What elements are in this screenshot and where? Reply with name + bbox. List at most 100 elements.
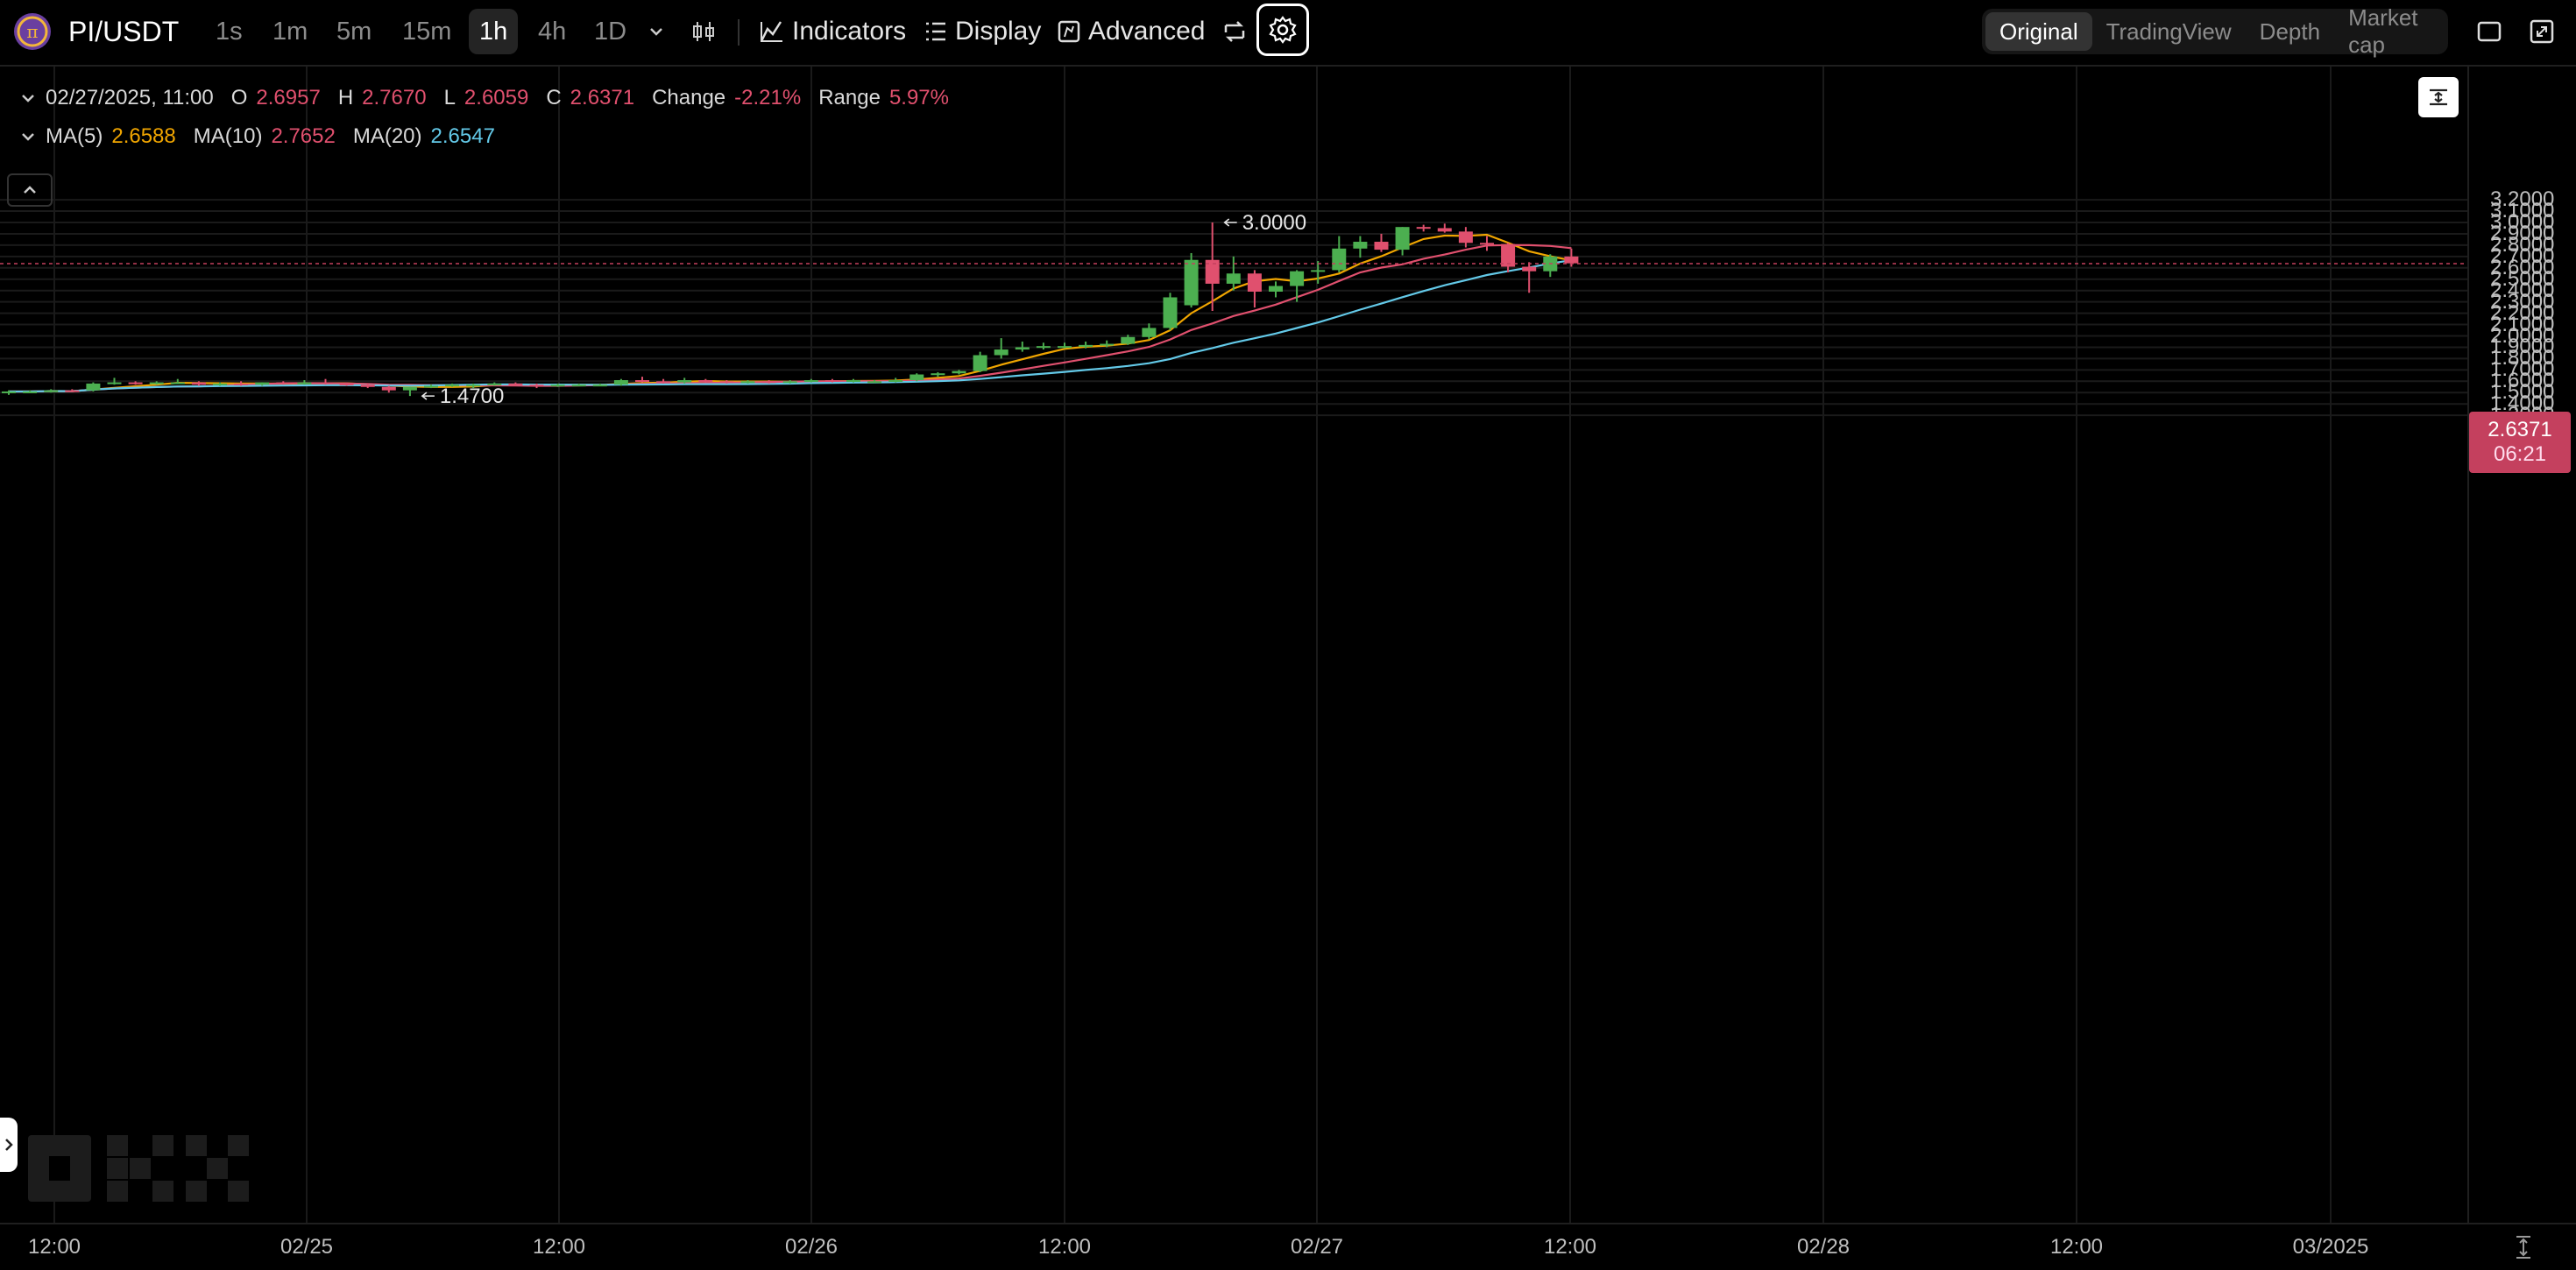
legend-high-label: H bbox=[337, 86, 354, 109]
view-original-tab[interactable]: Original bbox=[1985, 12, 2092, 51]
okx-watermark-logo bbox=[28, 1135, 249, 1206]
candlesticks bbox=[2, 222, 1579, 397]
candle-down bbox=[719, 381, 734, 384]
candle-down bbox=[360, 385, 375, 387]
y-tick-label: 2.1000 bbox=[2490, 312, 2555, 336]
drawing-tools-toggle[interactable] bbox=[0, 1118, 18, 1172]
advanced-label: Advanced bbox=[1088, 17, 1206, 46]
candle-down bbox=[1480, 243, 1494, 245]
candle-up bbox=[846, 380, 860, 383]
x-tick-label: 02/27 bbox=[1290, 1235, 1344, 1259]
candle-down bbox=[1416, 227, 1431, 229]
x-tick-label: 02/28 bbox=[1796, 1235, 1851, 1259]
x-tick-label: 03/2025 bbox=[2292, 1235, 2369, 1259]
view-tradingview-tab[interactable]: TradingView bbox=[2105, 18, 2232, 45]
candle-countdown: 06:21 bbox=[2493, 442, 2547, 466]
view-depth-tab[interactable]: Depth bbox=[2259, 18, 2321, 45]
ma5-label: MA(5) bbox=[46, 124, 103, 148]
ma20-value: 2.6547 bbox=[430, 124, 495, 148]
legend-range-label: Range bbox=[818, 86, 881, 109]
candle-down bbox=[234, 383, 249, 385]
candle-up bbox=[255, 382, 270, 385]
toolbar-divider bbox=[738, 19, 740, 46]
y-tick-label: 1.5000 bbox=[2490, 380, 2555, 405]
candle-up bbox=[931, 373, 945, 376]
current-price: 2.6371 bbox=[2488, 418, 2552, 441]
candle-up bbox=[170, 382, 185, 385]
timeframe-more-chevron-icon[interactable] bbox=[647, 0, 666, 63]
candle-up bbox=[1395, 227, 1410, 250]
timeframe-15m[interactable]: 15m bbox=[402, 17, 452, 46]
timeframe-1m[interactable]: 1m bbox=[272, 17, 308, 46]
chevron-down-icon[interactable] bbox=[19, 89, 37, 107]
candle-up bbox=[952, 370, 966, 374]
svg-text:π: π bbox=[26, 21, 38, 42]
indicators-button[interactable]: Indicators bbox=[759, 0, 906, 63]
y-tick-label: 3.0000 bbox=[2490, 210, 2555, 234]
collapse-legend-button[interactable] bbox=[7, 173, 53, 207]
candle-up bbox=[424, 385, 438, 388]
candle-down bbox=[824, 380, 839, 383]
display-label: Display bbox=[955, 17, 1042, 46]
scale-reset-icon[interactable] bbox=[2506, 1231, 2541, 1263]
window-icon[interactable] bbox=[2476, 0, 2502, 63]
candle-down bbox=[698, 380, 713, 383]
candle-up bbox=[487, 383, 502, 385]
candle-down bbox=[1437, 228, 1452, 232]
y-tick-label: 1.6000 bbox=[2490, 369, 2555, 393]
display-button[interactable]: Display bbox=[924, 0, 1041, 63]
display-list-icon bbox=[926, 22, 945, 41]
legend-datetime: 02/27/2025, 11:00 bbox=[46, 86, 214, 109]
candle-type-icon[interactable] bbox=[690, 0, 717, 63]
view-switcher: Original TradingView Depth Market cap bbox=[1982, 4, 2448, 58]
candle-up bbox=[1036, 346, 1051, 349]
x-tick-label: 12:00 bbox=[2049, 1235, 2104, 1259]
candle-down bbox=[65, 390, 80, 392]
timeframe-1s[interactable]: 1s bbox=[216, 17, 243, 46]
candle-down bbox=[656, 381, 671, 384]
y-tick-label: 2.9000 bbox=[2490, 221, 2555, 245]
candle-up bbox=[86, 383, 101, 391]
chevron-down-icon[interactable] bbox=[19, 128, 37, 145]
legend-open-value: 2.6957 bbox=[256, 86, 321, 109]
timeframe-5m[interactable]: 5m bbox=[336, 17, 372, 46]
price-chart[interactable]: 3.0000 1.4700 bbox=[0, 67, 2576, 1270]
pair-symbol[interactable]: PI/USDT bbox=[68, 15, 180, 47]
ohlc-legend: 02/27/2025, 11:00 O 2.6957 H 2.7670 L 2.… bbox=[22, 86, 949, 110]
candle-down bbox=[128, 382, 143, 385]
replay-icon[interactable] bbox=[1221, 0, 1248, 63]
candle-up bbox=[1269, 286, 1283, 292]
chart-grid bbox=[0, 67, 2467, 1223]
fullscreen-icon[interactable] bbox=[2529, 0, 2555, 63]
candle-up bbox=[1226, 273, 1241, 284]
candle-up bbox=[1058, 346, 1072, 349]
candle-up bbox=[23, 391, 38, 393]
candle-up bbox=[1290, 271, 1305, 286]
y-tick-label: 3.1000 bbox=[2490, 199, 2555, 223]
y-tick-label: 2.4000 bbox=[2490, 278, 2555, 302]
timeframe-1h[interactable]: 1h bbox=[469, 9, 519, 54]
settings-button[interactable] bbox=[1256, 4, 1309, 56]
candle-up bbox=[909, 374, 924, 381]
advanced-button[interactable]: Advanced bbox=[1057, 0, 1205, 63]
top-toolbar: π PI/USDT 1s 1m 5m 15m 1h 4h 1D Indicato… bbox=[0, 0, 2576, 67]
timeframe-1d[interactable]: 1D bbox=[594, 17, 627, 46]
candle-up bbox=[1332, 248, 1347, 271]
auto-scale-button[interactable] bbox=[2418, 77, 2459, 117]
candle-up bbox=[1079, 344, 1093, 347]
candle-down bbox=[1374, 242, 1389, 250]
candle-up bbox=[867, 381, 882, 384]
candle-up bbox=[1100, 343, 1115, 346]
candle-up bbox=[1142, 328, 1157, 337]
gear-icon bbox=[1269, 16, 1297, 44]
ma10-value: 2.7652 bbox=[271, 124, 336, 148]
ma20-line bbox=[9, 259, 1572, 393]
ma-legend: MA(5) 2.6588 MA(10) 2.7652 MA(20) 2.6547 bbox=[22, 124, 495, 149]
view-marketcap-tab[interactable]: Market cap bbox=[2348, 4, 2418, 58]
low-marker-arrow bbox=[421, 392, 435, 400]
timeframe-4h[interactable]: 4h bbox=[538, 17, 567, 46]
y-tick-label: 2.2000 bbox=[2490, 300, 2555, 325]
candle-up bbox=[803, 380, 818, 383]
candle-up bbox=[1163, 297, 1178, 328]
chevron-right-icon bbox=[5, 1139, 13, 1151]
